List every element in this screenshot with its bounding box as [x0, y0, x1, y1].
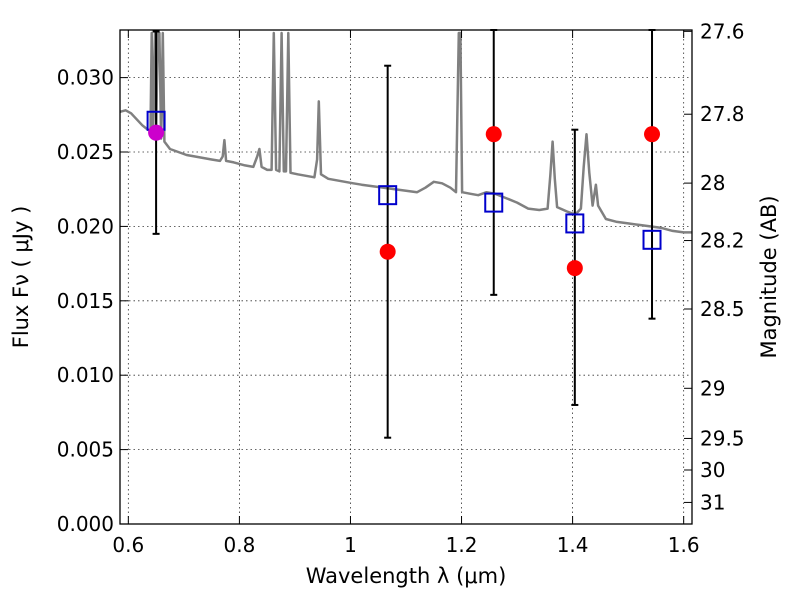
observed-flux-point [644, 126, 661, 143]
plot-frame [119, 29, 693, 525]
y-axis-label-right: Magnitude (AB) [757, 195, 781, 358]
model-photometry-square [484, 192, 504, 213]
right-tick-label: 28.5 [700, 297, 745, 321]
errorbar-series [152, 29, 656, 439]
y-tick-label: 0.000 [57, 512, 114, 536]
x-axis-label: Wavelength λ (μm) [306, 564, 507, 588]
y-axis-label-left: Flux Fν ( μJy ) [9, 206, 33, 349]
y-tick-label: 0.015 [57, 289, 114, 313]
x-axis: 0.6 0.8 1 1.2 1.4 1.6 [112, 30, 700, 557]
right-tick-label: 30 [700, 458, 725, 482]
grid-lines [120, 30, 692, 525]
right-tick-label: 27.8 [700, 102, 745, 126]
model-photometry-square [378, 185, 398, 206]
right-tick-label: 28.2 [700, 229, 745, 253]
x-tick-label: 0.6 [112, 533, 144, 557]
model-photometry-square [565, 213, 585, 234]
observed-flux-point [148, 124, 165, 141]
spectrum-series [119, 31, 692, 234]
y-tick-label: 0.020 [57, 214, 114, 238]
y-tick-label: 0.025 [57, 140, 114, 164]
y-tick-label: 0.005 [57, 438, 114, 462]
observed-flux-point [566, 260, 583, 277]
y-axis-right: 27.6 27.8 28 28.2 28.5 29 29.5 30 31 [684, 19, 745, 514]
right-tick-label: 29 [700, 376, 725, 400]
right-tick-label: 29.5 [700, 426, 745, 450]
right-tick-label: 31 [700, 490, 725, 514]
model-photometry-square [642, 229, 662, 250]
x-tick-label: 1.6 [668, 533, 700, 557]
x-tick-label: 0.8 [223, 533, 255, 557]
x-tick-label: 1.4 [557, 533, 589, 557]
observed-flux-point [485, 126, 502, 143]
y-tick-label: 0.010 [57, 363, 114, 387]
right-tick-label: 27.6 [700, 19, 745, 43]
y-axis-left: 0.000 0.005 0.010 0.015 0.020 0.025 0.030 [57, 66, 128, 536]
x-tick-label: 1 [344, 533, 357, 557]
observed-flux-series [148, 124, 661, 277]
y-tick-label: 0.030 [57, 66, 114, 90]
x-tick-label: 1.2 [446, 533, 478, 557]
observed-flux-point [379, 243, 396, 260]
right-tick-label: 28 [700, 171, 725, 195]
spectrum-line [119, 31, 692, 234]
model-photometry-series [146, 110, 662, 250]
